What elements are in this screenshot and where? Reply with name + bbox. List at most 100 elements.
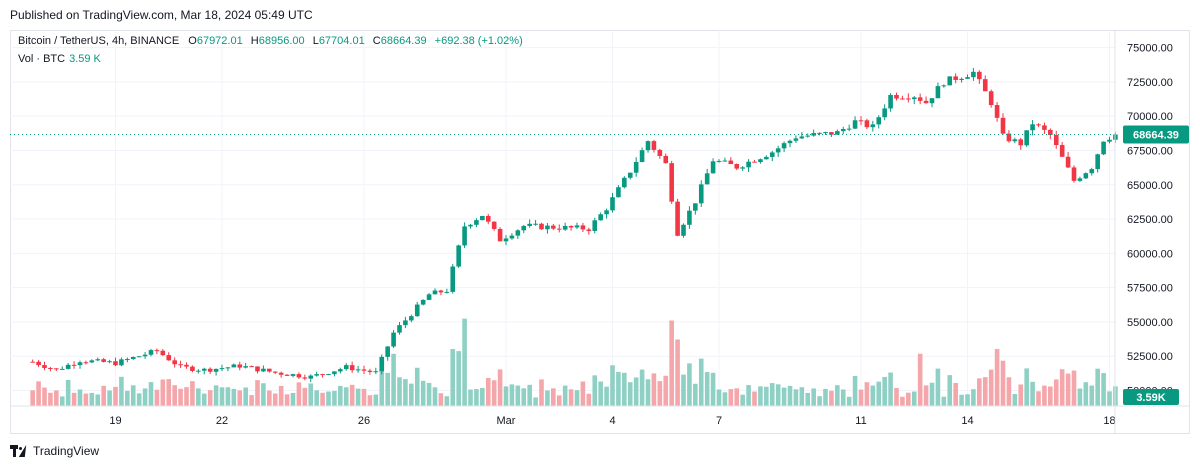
candle-body — [917, 97, 923, 101]
volume-bar — [556, 395, 562, 406]
volume-bar — [740, 394, 745, 406]
candle-body — [1089, 169, 1095, 174]
candle-body — [213, 368, 219, 372]
candle-body — [953, 76, 958, 81]
candle-body — [906, 98, 911, 100]
candle-body — [148, 350, 154, 355]
symbol-title[interactable]: Bitcoin / TetherUS, 4h, BINANCE — [18, 35, 180, 47]
candle-body — [1030, 124, 1035, 131]
candle-body — [125, 359, 130, 361]
price-tick-label: 62500.00 — [1127, 214, 1173, 226]
volume-bar — [290, 392, 296, 406]
candle-body — [923, 100, 929, 104]
volume-bar — [911, 391, 917, 406]
candle-body — [142, 354, 148, 357]
volume-bar — [160, 379, 166, 406]
volume-bar — [787, 385, 793, 406]
candle-body — [509, 235, 515, 239]
volume-bar — [30, 390, 35, 406]
volume-bar — [633, 377, 639, 406]
candle-body — [929, 98, 935, 104]
volume-bar — [83, 393, 89, 406]
volume-bar — [119, 376, 124, 406]
volume-bar — [491, 380, 497, 406]
candle-body — [775, 148, 781, 153]
volume-bar — [267, 390, 272, 406]
volume-bar — [959, 394, 964, 406]
candle-body — [781, 143, 787, 149]
volume-bar — [598, 381, 603, 406]
candle-body — [178, 364, 183, 366]
volume-bar — [36, 381, 41, 406]
open-value: 67972.01 — [196, 35, 243, 47]
volume-bar — [722, 392, 728, 406]
candle-body — [54, 368, 59, 370]
volume-bar — [125, 390, 130, 406]
candle-body — [290, 374, 296, 376]
candle-body — [598, 214, 603, 221]
candle-body — [278, 372, 284, 375]
volume-bar — [823, 388, 828, 406]
candle-body — [468, 224, 473, 227]
candle-body — [752, 161, 757, 163]
volume-bar — [1030, 381, 1035, 406]
volume-bar — [432, 387, 438, 406]
candle-body — [95, 359, 101, 361]
candle-body — [432, 290, 438, 295]
candle-body — [568, 225, 574, 228]
candle-body — [811, 133, 816, 136]
volume-bar — [1059, 369, 1065, 406]
volume-bar — [917, 353, 923, 406]
volume-bar — [130, 385, 136, 406]
footer-brand[interactable]: TradingView — [10, 444, 99, 458]
candle-body — [456, 245, 461, 267]
volume-bar — [562, 385, 568, 406]
time-tick-label: 14 — [961, 415, 973, 427]
candle-body — [627, 172, 633, 178]
candle-body — [610, 197, 615, 211]
volume-bar — [923, 385, 929, 406]
volume-bar — [255, 380, 260, 406]
candle-body — [769, 152, 775, 157]
candle-body — [219, 368, 225, 370]
volume-bar — [580, 381, 586, 406]
volume-bar — [142, 388, 148, 406]
volume-bar — [101, 385, 106, 406]
volume-bar — [846, 396, 852, 406]
volume-bar — [906, 392, 911, 406]
volume-bar — [397, 377, 402, 406]
candle-body — [207, 368, 213, 372]
candle-body — [119, 359, 124, 366]
price-chart[interactable]: 75000.00 72500.00 70000.00 67500.00 65000.00… — [10, 30, 1190, 434]
volume-bar — [497, 369, 503, 406]
candle-body — [900, 98, 905, 100]
candle-body — [728, 160, 734, 165]
volume-bar — [1024, 368, 1029, 406]
candle-body — [361, 369, 367, 371]
volume-bar — [610, 365, 615, 406]
volume-bar — [196, 388, 201, 406]
high-value: 68956.00 — [258, 35, 305, 47]
candle-body — [823, 132, 828, 134]
volume-bar — [994, 349, 1000, 406]
volume-bar — [805, 392, 811, 406]
volume-bar — [533, 397, 538, 406]
candle-body — [669, 163, 674, 202]
volume-bar — [935, 368, 941, 406]
volume-bar — [681, 374, 686, 406]
volume-bar — [769, 383, 775, 406]
volume-bar — [894, 388, 899, 406]
time-axis[interactable]: 19 22 26 Mar 4 7 11 14 18 — [10, 30, 1190, 434]
candle-body — [941, 85, 947, 87]
candle-body — [113, 361, 118, 366]
price-axis[interactable]: 75000.00 72500.00 70000.00 67500.00 65000.00… — [1127, 43, 1173, 398]
candle-body — [42, 365, 47, 368]
close-value: 68664.39 — [380, 35, 427, 47]
candle-body — [237, 364, 243, 368]
candle-body — [320, 374, 325, 376]
volume-bar — [71, 392, 77, 406]
volume-bar — [308, 383, 314, 406]
low-label: L — [312, 35, 319, 47]
candle-body — [687, 210, 692, 225]
candle-body — [89, 360, 95, 363]
